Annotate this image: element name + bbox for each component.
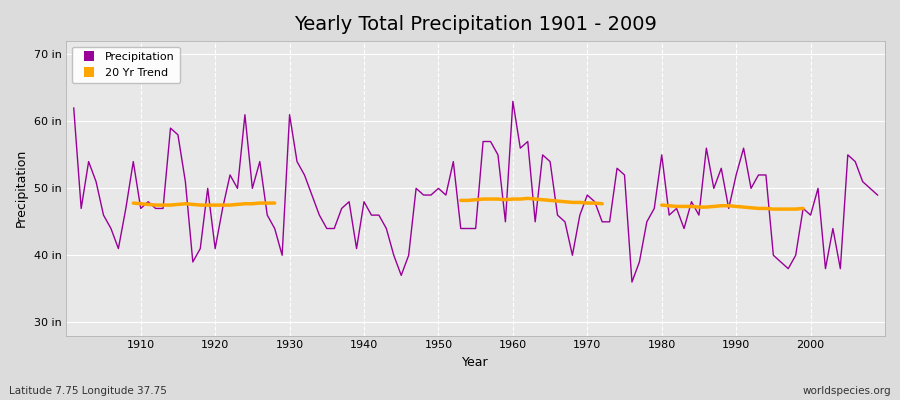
Text: Latitude 7.75 Longitude 37.75: Latitude 7.75 Longitude 37.75	[9, 386, 166, 396]
X-axis label: Year: Year	[463, 356, 489, 369]
Legend: Precipitation, 20 Yr Trend: Precipitation, 20 Yr Trend	[72, 47, 181, 83]
Y-axis label: Precipitation: Precipitation	[15, 149, 28, 228]
Text: worldspecies.org: worldspecies.org	[803, 386, 891, 396]
Title: Yearly Total Precipitation 1901 - 2009: Yearly Total Precipitation 1901 - 2009	[294, 15, 657, 34]
